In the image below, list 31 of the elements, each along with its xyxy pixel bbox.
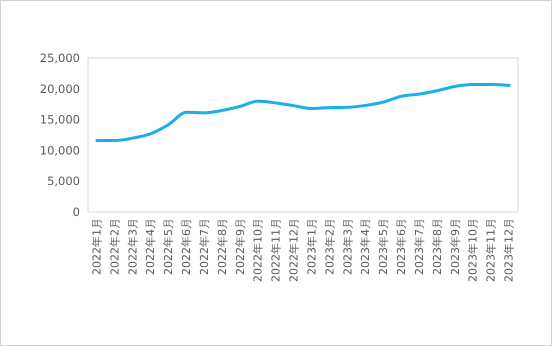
x-tick-label: 2022年7月	[198, 218, 211, 275]
y-tick-label: 20,000	[40, 82, 80, 96]
x-tick-label: 2023年8月	[430, 218, 444, 275]
x-tick-label: 2022年2月	[108, 218, 122, 275]
x-tick-label: 2023年3月	[341, 218, 354, 275]
x-tick-label: 2022年1月	[90, 218, 104, 275]
x-tick-label: 2023年11月	[484, 218, 498, 282]
x-tick-label: 2022年12月	[288, 218, 301, 282]
x-tick-label: 2023年12月	[502, 218, 516, 282]
line-series	[95, 82, 511, 142]
x-tick-label: 2022年6月	[180, 218, 194, 275]
x-tick-label: 2022年11月	[270, 218, 283, 282]
x-tick-label: 2023年2月	[323, 218, 336, 275]
y-tick-label: 10,000	[40, 143, 80, 158]
x-tick-label: 2023年9月	[448, 218, 462, 275]
x-tick-label: 2022年3月	[126, 218, 140, 275]
x-tick-label: 2022年10月	[252, 218, 265, 282]
y-tick-label: 25,000	[40, 51, 80, 65]
x-tick-label: 2022年4月	[144, 218, 158, 275]
x-tick-label: 2023年5月	[377, 218, 390, 275]
y-tick-label: 15,000	[40, 112, 80, 127]
x-tick-label: 2023年6月	[395, 218, 408, 275]
x-tick-label: 2022年8月	[216, 218, 229, 275]
x-tick-label: 2023年4月	[359, 218, 372, 275]
x-tick-label: 2023年1月	[305, 218, 318, 275]
x-tick-label: 2022年9月	[234, 218, 247, 275]
x-tick-label: 2023年10月	[466, 218, 480, 282]
x-tick-label: 2022年5月	[162, 218, 176, 275]
x-tick-label: 2023年7月	[412, 218, 426, 275]
y-tick-label: 0	[72, 205, 80, 219]
y-tick-label: 5,000	[47, 174, 80, 188]
